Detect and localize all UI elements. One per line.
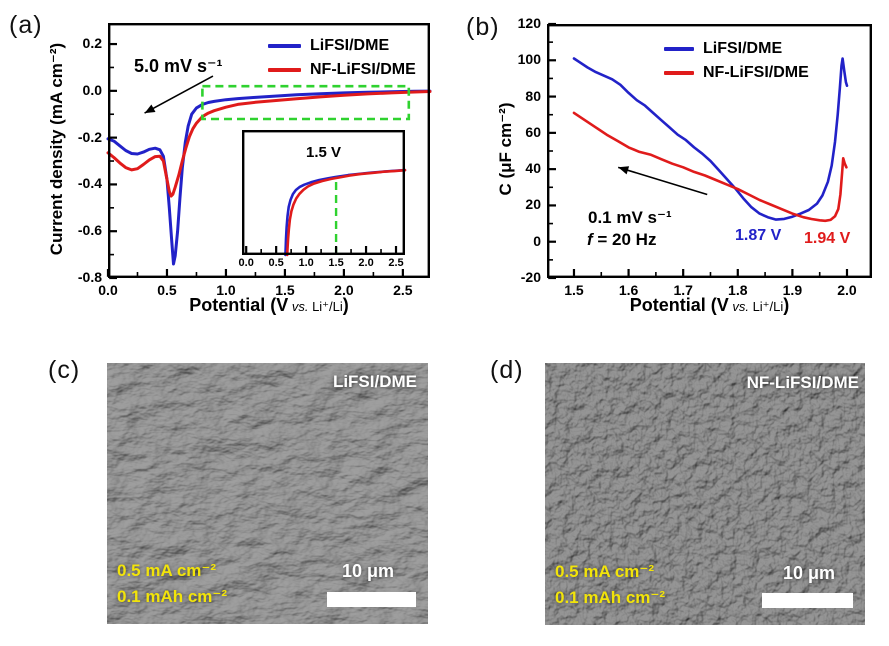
legend-line-nf-lifsi [664,70,694,76]
scan-rate-annotation: 0.1 mV s⁻¹ [588,208,672,227]
chart-a-x-tick-label: 0.5 [157,282,177,298]
legend-line-lifsi [664,46,694,52]
chart-a-y-tick-label: 0.2 [82,35,102,52]
sem-image-lifsi: LiFSI/DME 0.5 mA cm⁻² 0.1 mAh cm⁻² 10 μm [107,363,428,624]
current-density-label: 0.5 mA cm⁻² [117,561,217,580]
chart-b-x-tick-label: 1.6 [618,282,639,298]
chart-b-x-tick-label: 1.9 [782,282,803,298]
chart-a-y-tick-label: -0.8 [77,269,102,285]
chart-a-y-tick-label: -0.2 [77,128,102,145]
pzc-red-annotation: 1.94 V [804,230,851,247]
chart-a-y-tick-label: -0.4 [77,175,102,192]
legend-label-lifsi: LiFSI/DME [703,40,783,57]
legend-label-lifsi: LiFSI/DME [310,37,390,54]
chart-a-inset-series-1 [285,168,407,257]
annotation-arrow [617,166,708,196]
chart-b-x-tick-label: 1.7 [673,282,693,298]
legend-line-nf-lifsi [268,67,301,73]
legend-label-nf-lifsi: NF-LiFSI/DME [310,61,416,78]
electrolyte-label: NF-LiFSI/DME [746,373,859,392]
chart-a-inset-x-tick-label: 2.5 [388,257,404,269]
chart-a-y-tick-label: 0.0 [82,81,102,98]
chart-b-y-tick-label: 100 [517,51,541,68]
chart-b-series-1 [572,111,848,223]
scalebar-label: 10 μm [782,563,836,583]
chart-b-y-tick-label: 40 [525,160,541,177]
chart-b-y-tick-label: 120 [517,15,541,31]
chart-a-inset-x-tick-label: 1.0 [298,257,314,269]
legend-row: NF-LiFSI/DME [268,61,416,79]
pzc-blue-annotation: 1.87 V [735,227,782,244]
chart-a-x-tick-label: 2.0 [334,282,354,298]
annotation-arrow [144,75,214,114]
chart-b-canvas [547,22,873,280]
chart-a-series-1 [106,90,432,198]
sem-image-nf-lifsi: NF-LiFSI/DME 0.5 mA cm⁻² 0.1 mAh cm⁻² 10… [545,363,865,625]
chart-a-inset-canvas [242,130,407,257]
scalebar-label: 10 μm [341,561,395,581]
chart-b-y-tick-label: 0 [533,232,541,249]
chart-a-frame [108,23,431,279]
inset-voltage-annotation: 1.5 V [306,144,342,161]
areal-capacity-label: 0.1 mAh cm⁻² [555,588,666,607]
chart-a-series-0 [106,89,432,266]
cv-inset-chart: 0.0 0.5 1.0 1.5 2.0 2.5 [239,130,407,269]
panel-d-tag: (d) [490,356,524,384]
panel-a-legend: LiFSI/DME NF-LiFSI/DME [268,37,416,79]
cv-chart: 0.0 0.5 1.0 1.5 2.0 2.5 0.2 0.0 -0.2 -0.4 -0.6 -0.8 [78,23,432,298]
chart-b-x-tick-label: 1.8 [728,282,748,298]
current-density-label: 0.5 mA cm⁻² [555,562,655,581]
chart-a-inset-x-tick-label: 0.0 [238,257,254,269]
chart-a-inset-series-0 [284,168,407,257]
panel-b-tag: (b) [466,13,500,41]
chart-a-x-tick-label: 0.0 [98,282,118,298]
highlight-box [201,84,411,121]
scalebar [762,593,853,608]
chart-a-x-tick-label: 2.5 [393,282,413,298]
capacitance-chart: 1.5 1.6 1.7 1.8 1.9 2.0 120 100 80 60 40 20 0 -20 [518,15,873,298]
panel-b-x-axis-title: Potential (V vs. Li⁺/Li) [629,295,790,315]
chart-a-inset-frame [242,130,406,255]
legend-row: NF-LiFSI/DME [664,64,809,82]
frequency-annotation: f = 20 Hz [587,230,657,249]
annotation-arrowhead [618,166,630,175]
chart-b-y-tick-label: -20 [520,269,541,285]
chart-a-x-tick-label: 1.0 [216,282,236,298]
panel-a-x-axis-title: Potential (V vs. Li⁺/Li) [189,295,349,315]
annotation-arrowhead [144,104,156,114]
chart-b-series-0 [572,57,849,221]
panel-a-tag: (a) [9,11,43,39]
legend-line-lifsi [268,43,301,49]
areal-capacity-label: 0.1 mAh cm⁻² [117,587,228,606]
scan-rate-annotation: 5.0 mV s⁻¹ [134,56,223,76]
chart-b-x-tick-label: 1.5 [564,282,584,298]
scalebar [327,592,416,607]
panel-c-tag: (c) [48,356,81,384]
chart-b-x-tick-label: 2.0 [837,282,857,298]
chart-b-y-tick-label: 80 [525,87,541,104]
chart-a-inset-x-tick-label: 1.5 [328,257,344,269]
chart-a-x-tick-label: 1.5 [275,282,295,298]
chart-b-y-tick-label: 60 [525,123,541,140]
chart-a-y-tick-label: -0.6 [77,222,102,239]
legend-row: LiFSI/DME [664,40,809,58]
chart-a-inset-x-tick-label: 0.5 [268,257,284,269]
panel-b-legend: LiFSI/DME NF-LiFSI/DME [664,40,809,82]
chart-b-y-tick-label: 20 [525,196,541,213]
sem-texture-nodular [545,363,865,625]
chart-a-inset-x-tick-label: 2.0 [358,257,374,269]
sem-texture-dendritic [107,363,428,624]
legend-row: LiFSI/DME [268,37,416,55]
legend-label-nf-lifsi: NF-LiFSI/DME [703,64,809,81]
chart-a-canvas [106,23,432,280]
electrolyte-label: LiFSI/DME [332,372,417,391]
